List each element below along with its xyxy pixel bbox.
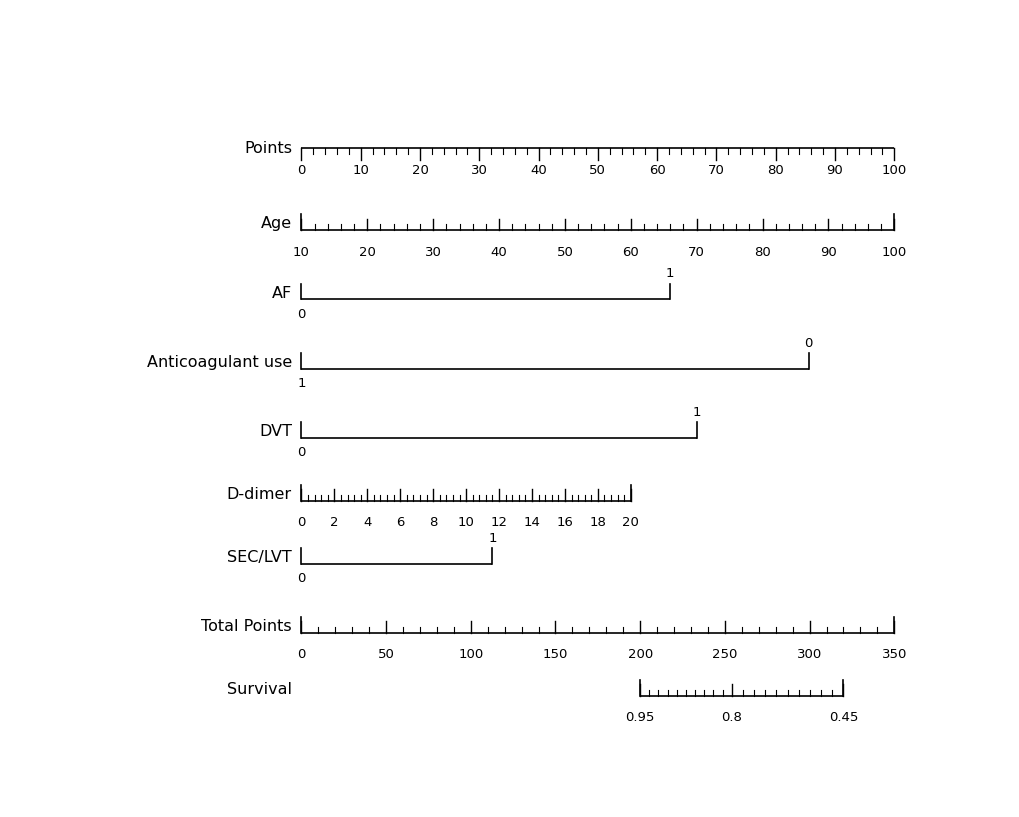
Text: 70: 70: [688, 246, 704, 259]
Text: Total Points: Total Points: [201, 619, 291, 634]
Text: 50: 50: [556, 246, 573, 259]
Text: 8: 8: [429, 516, 437, 529]
Text: 0.95: 0.95: [625, 712, 654, 725]
Text: 1: 1: [665, 267, 674, 280]
Text: 40: 40: [490, 246, 506, 259]
Text: 0: 0: [297, 572, 306, 585]
Text: 80: 80: [753, 246, 770, 259]
Text: 200: 200: [627, 649, 652, 662]
Text: 300: 300: [796, 649, 821, 662]
Text: 14: 14: [523, 516, 540, 529]
Text: 1: 1: [692, 406, 700, 419]
Text: 350: 350: [880, 649, 906, 662]
Text: 12: 12: [490, 516, 507, 529]
Text: Survival: Survival: [226, 682, 291, 697]
Text: 6: 6: [395, 516, 404, 529]
Text: 0: 0: [297, 516, 306, 529]
Text: 0: 0: [297, 307, 306, 320]
Text: 4: 4: [363, 516, 371, 529]
Text: 0: 0: [297, 446, 306, 459]
Text: 16: 16: [556, 516, 573, 529]
Text: 1: 1: [297, 377, 306, 390]
Text: 2: 2: [330, 516, 338, 529]
Text: 10: 10: [292, 246, 310, 259]
Text: 100: 100: [458, 649, 483, 662]
Text: 18: 18: [589, 516, 605, 529]
Text: Anticoagulant use: Anticoagulant use: [147, 355, 291, 370]
Text: 10: 10: [352, 164, 369, 177]
Text: 20: 20: [359, 246, 375, 259]
Text: 90: 90: [819, 246, 836, 259]
Text: SEC/LVT: SEC/LVT: [227, 550, 291, 565]
Text: 1: 1: [488, 532, 496, 545]
Text: 30: 30: [471, 164, 487, 177]
Text: 50: 50: [589, 164, 605, 177]
Text: 0: 0: [297, 649, 306, 662]
Text: 80: 80: [766, 164, 784, 177]
Text: 20: 20: [622, 516, 639, 529]
Text: 0: 0: [297, 164, 306, 177]
Text: 40: 40: [530, 164, 546, 177]
Text: 70: 70: [707, 164, 725, 177]
Text: 0.45: 0.45: [828, 712, 857, 725]
Text: D-dimer: D-dimer: [226, 487, 291, 502]
Text: 100: 100: [880, 246, 906, 259]
Text: Age: Age: [261, 217, 291, 231]
Text: 250: 250: [711, 649, 737, 662]
Text: 0: 0: [804, 337, 812, 350]
Text: 60: 60: [622, 246, 639, 259]
Text: Points: Points: [244, 141, 291, 156]
Text: 150: 150: [542, 649, 568, 662]
Text: 20: 20: [411, 164, 428, 177]
Text: 10: 10: [458, 516, 474, 529]
Text: 0.8: 0.8: [720, 712, 742, 725]
Text: 60: 60: [648, 164, 664, 177]
Text: 30: 30: [424, 246, 441, 259]
Text: 100: 100: [880, 164, 906, 177]
Text: 50: 50: [377, 649, 394, 662]
Text: DVT: DVT: [259, 424, 291, 439]
Text: AF: AF: [271, 286, 291, 301]
Text: 90: 90: [825, 164, 843, 177]
